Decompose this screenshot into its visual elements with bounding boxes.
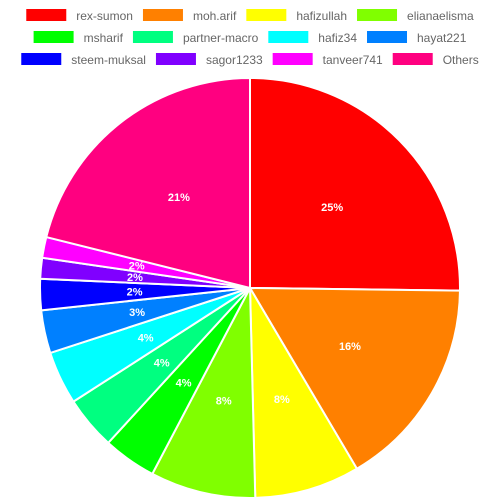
- legend-swatch: [142, 9, 183, 21]
- legend-swatch: [268, 31, 309, 43]
- legend-item-rex-sumon[interactable]: rex-sumon: [26, 9, 133, 23]
- pie-slice-moh-arif[interactable]: [248, 286, 461, 471]
- legend-label: msharif: [84, 31, 124, 45]
- legend-swatch: [26, 9, 67, 21]
- slice-label-hayat221: 3%: [129, 307, 145, 319]
- legend-item-hayat221[interactable]: hayat221: [367, 31, 467, 45]
- legend-item-elianaelisma[interactable]: elianaelisma: [357, 9, 474, 23]
- pie-slice-hafizullah[interactable]: [248, 284, 359, 499]
- pie-slice-others[interactable]: [45, 76, 251, 290]
- legend-swatch: [132, 31, 173, 43]
- slice-labels: 25%16%8%8%4%4%4%3%2%2%2%21%: [127, 192, 362, 408]
- legend-label: sagor1233: [206, 53, 263, 67]
- legend-item-tanveer741[interactable]: tanveer741: [272, 53, 383, 67]
- slice-label-partner-macro: 4%: [154, 357, 170, 369]
- slice-label-tanveer741: 2%: [129, 261, 145, 273]
- legend-swatch: [272, 53, 313, 65]
- slice-label-rex-sumon: 25%: [321, 202, 343, 214]
- legend-item-partner-macro[interactable]: partner-macro: [132, 31, 259, 45]
- slice-label-others: 21%: [168, 192, 190, 204]
- legend-item-sagor1233[interactable]: sagor1233: [155, 53, 263, 67]
- legend-swatch: [392, 53, 433, 65]
- legend-swatch: [357, 9, 398, 21]
- slice-label-hafizullah: 8%: [274, 394, 290, 406]
- legend-swatch: [246, 9, 287, 21]
- legend-item-msharif[interactable]: msharif: [33, 31, 124, 45]
- legend-swatch: [21, 53, 62, 65]
- slice-label-moh-arif: 16%: [339, 341, 361, 353]
- legend-label: rex-sumon: [76, 9, 133, 23]
- slice-label-sagor1233: 2%: [127, 272, 143, 284]
- slice-label-hafiz34: 4%: [138, 333, 154, 345]
- legend: rex-sumon moh.arif hafizullah elianaelisma m…: [21, 9, 479, 67]
- legend-item-hafiz34[interactable]: hafiz34: [268, 31, 357, 45]
- slice-label-steem-muksal: 2%: [127, 287, 143, 299]
- legend-label: Others: [443, 53, 479, 67]
- legend-label: steem-muksal: [71, 53, 146, 67]
- legend-label: tanveer741: [323, 53, 383, 67]
- legend-label: hafiz34: [318, 31, 357, 45]
- pie-slice-rex-sumon[interactable]: [249, 76, 461, 292]
- legend-label: hayat221: [417, 31, 467, 45]
- pie-slice-elianaelisma[interactable]: [150, 284, 257, 499]
- legend-label: elianaelisma: [407, 9, 474, 23]
- legend-label: moh.arif: [193, 9, 237, 23]
- legend-swatch: [155, 53, 196, 65]
- legend-swatch: [33, 31, 74, 43]
- legend-item-others[interactable]: Others: [392, 53, 479, 67]
- legend-item-moh-arif[interactable]: moh.arif: [142, 9, 237, 23]
- legend-item-steem-muksal[interactable]: steem-muksal: [21, 53, 146, 67]
- legend-label: hafizullah: [296, 9, 347, 23]
- pie-slices: [39, 76, 461, 499]
- legend-label: partner-macro: [183, 31, 259, 45]
- legend-item-hafizullah[interactable]: hafizullah: [246, 9, 347, 23]
- slice-label-msharif: 4%: [176, 377, 192, 389]
- legend-swatch: [367, 31, 408, 43]
- slice-label-elianaelisma: 8%: [216, 395, 232, 407]
